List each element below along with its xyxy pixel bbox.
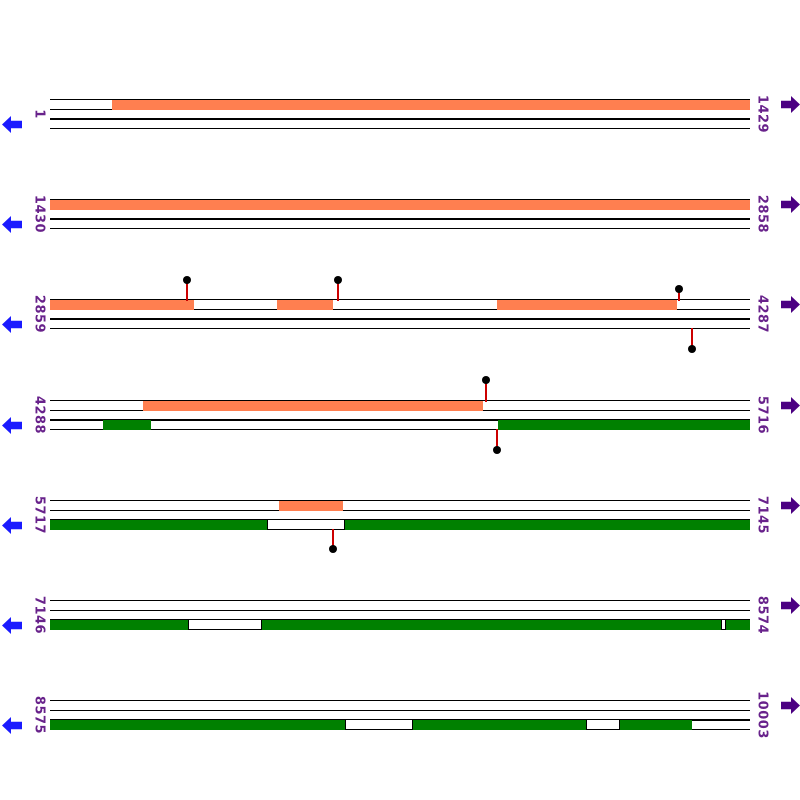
marker-stem <box>496 429 498 450</box>
reverse-strand-arrow-icon <box>2 115 22 133</box>
row-end-coordinate: 2858 <box>754 194 770 234</box>
marker-stem <box>485 380 487 402</box>
reverse-strand-feature <box>345 519 750 531</box>
forward-strand-feature <box>497 300 677 310</box>
sequence-row <box>50 276 750 353</box>
frame-line <box>50 419 750 421</box>
forward-strand-feature <box>277 300 333 310</box>
row-end-coordinate: 10003 <box>754 691 770 739</box>
marker-stem <box>678 289 680 301</box>
row-start-coordinate: 7146 <box>31 595 47 635</box>
frame-line <box>50 509 750 512</box>
open-feature <box>188 619 262 631</box>
marker-dot <box>493 446 501 454</box>
marker-stem <box>186 280 188 301</box>
frame-line <box>50 600 750 602</box>
reverse-strand-feature <box>262 619 721 631</box>
reverse-strand-feature <box>50 719 345 731</box>
sequence-row <box>50 600 750 631</box>
frame-line <box>50 709 750 712</box>
marker-dot <box>688 345 696 353</box>
reverse-strand-feature <box>726 619 750 631</box>
frame-line <box>50 299 750 301</box>
marker-stem <box>337 280 339 301</box>
forward-strand-arrow-icon <box>781 496 800 514</box>
forward-strand-feature <box>143 401 483 411</box>
frame-line <box>50 218 750 220</box>
frame-line <box>50 118 750 120</box>
row-start-coordinate: 5717 <box>31 495 47 535</box>
reverse-strand-feature <box>50 619 188 631</box>
row-start-coordinate: 1430 <box>31 194 47 234</box>
sequence-row <box>50 500 750 553</box>
reverse-strand-arrow-icon <box>2 315 22 333</box>
frame-line <box>50 199 750 201</box>
frame-line <box>50 228 750 230</box>
forward-strand-arrow-icon <box>781 195 800 213</box>
forward-strand-arrow-icon <box>781 95 800 113</box>
frame-line <box>50 318 750 320</box>
frame-line <box>50 99 750 101</box>
marker-stem <box>691 328 693 349</box>
marker-dot <box>482 376 490 384</box>
frame-line <box>50 328 750 330</box>
reverse-strand-arrow-icon <box>2 416 22 434</box>
reverse-strand-arrow-icon <box>2 215 22 233</box>
frame-line <box>50 128 750 130</box>
forward-strand-feature <box>279 501 343 511</box>
row-end-coordinate: 1429 <box>754 94 770 134</box>
forward-strand-arrow-icon <box>781 396 800 414</box>
frame-line <box>50 400 750 402</box>
reverse-strand-feature <box>620 719 692 731</box>
forward-strand-feature <box>112 100 750 110</box>
row-end-coordinate: 4287 <box>754 294 770 334</box>
forward-strand-arrow-icon <box>781 295 800 313</box>
marker-dot <box>329 545 337 553</box>
reverse-strand-arrow-icon <box>2 516 22 534</box>
marker-dot <box>675 285 683 293</box>
reverse-strand-feature <box>413 719 586 731</box>
reverse-strand-arrow-icon <box>2 616 22 634</box>
reverse-strand-feature <box>498 419 750 431</box>
open-feature <box>267 519 345 531</box>
open-feature <box>345 719 413 731</box>
reverse-strand-arrow-icon <box>2 716 22 734</box>
frame-line <box>50 500 750 502</box>
frame-line <box>50 308 750 311</box>
frame-line <box>50 609 750 612</box>
row-end-coordinate: 8574 <box>754 595 770 635</box>
reverse-strand-feature <box>103 419 151 431</box>
marker-stem <box>332 529 334 549</box>
row-start-coordinate: 2859 <box>31 294 47 334</box>
forward-strand-arrow-icon <box>781 696 800 714</box>
sequence-row <box>50 700 750 731</box>
forward-strand-feature <box>50 200 750 210</box>
sequence-row <box>50 199 750 230</box>
forward-strand-feature <box>50 300 194 310</box>
marker-dot <box>183 276 191 284</box>
frame-line <box>50 700 750 702</box>
marker-dot <box>334 276 342 284</box>
sequence-row <box>50 99 750 130</box>
open-feature <box>586 719 620 731</box>
sequence-row <box>50 376 750 454</box>
open-feature <box>721 619 726 631</box>
row-start-coordinate: 1 <box>31 109 47 119</box>
row-end-coordinate: 7145 <box>754 495 770 535</box>
row-end-coordinate: 5716 <box>754 395 770 435</box>
frame-line <box>50 429 750 431</box>
reverse-strand-feature <box>50 519 267 531</box>
row-start-coordinate: 8575 <box>31 695 47 735</box>
forward-strand-arrow-icon <box>781 596 800 614</box>
row-start-coordinate: 4288 <box>31 395 47 435</box>
